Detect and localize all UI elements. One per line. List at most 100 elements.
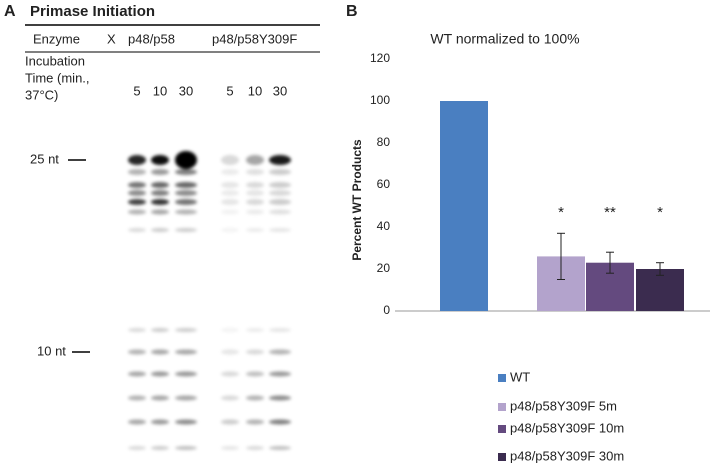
gel-band bbox=[128, 419, 146, 425]
gel-band bbox=[221, 199, 239, 205]
gel-band bbox=[128, 209, 146, 215]
gel-band bbox=[269, 169, 291, 175]
gel-band bbox=[246, 446, 264, 450]
gel-band bbox=[221, 371, 239, 377]
gel-band bbox=[246, 190, 264, 196]
chart-title: WT normalized to 100% bbox=[430, 31, 579, 47]
gel-band bbox=[175, 446, 197, 450]
lane-label: 10 bbox=[248, 83, 262, 98]
y-tick-label: 20 bbox=[377, 261, 391, 275]
gel-band bbox=[128, 446, 146, 450]
gel-band bbox=[128, 349, 146, 355]
gel-band bbox=[175, 190, 197, 196]
lane-label: 5 bbox=[226, 83, 233, 98]
gel-band bbox=[128, 155, 146, 165]
panel-title: Primase Initiation bbox=[30, 3, 155, 20]
gel-band bbox=[151, 190, 169, 196]
significance-label: * bbox=[657, 204, 663, 221]
gel-band bbox=[175, 419, 197, 425]
y-tick-label: 0 bbox=[383, 303, 390, 317]
gel-band bbox=[269, 182, 291, 188]
gel-band bbox=[221, 446, 239, 450]
header-wt: p48/p58 bbox=[128, 31, 175, 46]
gel-band bbox=[246, 228, 264, 232]
panel-label: A bbox=[4, 3, 16, 20]
marker-label: 25 nt bbox=[30, 151, 59, 166]
gel-band bbox=[151, 209, 169, 215]
gel-band bbox=[246, 371, 264, 377]
lane-label: 10 bbox=[153, 83, 167, 98]
header-enzyme: Enzyme bbox=[33, 31, 80, 46]
gel-band bbox=[269, 190, 291, 196]
panel-label: B bbox=[346, 3, 358, 20]
gel-band bbox=[269, 395, 291, 401]
gel-band bbox=[128, 328, 146, 332]
gel-band bbox=[128, 182, 146, 188]
y-tick-label: 80 bbox=[377, 135, 391, 149]
gel-band bbox=[151, 182, 169, 188]
gel-band bbox=[151, 395, 169, 401]
gel-band bbox=[175, 209, 197, 215]
gel-band bbox=[246, 395, 264, 401]
gel-band bbox=[175, 169, 197, 175]
legend-swatch bbox=[498, 453, 506, 461]
gel-band bbox=[128, 395, 146, 401]
gel-band bbox=[269, 228, 291, 232]
gel-band bbox=[151, 349, 169, 355]
bar-chart: B WT normalized to 100% Percent WT Produ… bbox=[346, 3, 710, 463]
legend-swatch bbox=[498, 374, 506, 382]
gel-band bbox=[246, 155, 264, 165]
gel-band bbox=[151, 169, 169, 175]
gel-band bbox=[221, 190, 239, 196]
bar bbox=[636, 269, 684, 311]
gel-band bbox=[246, 349, 264, 355]
gel-band bbox=[269, 349, 291, 355]
gel-band bbox=[175, 371, 197, 377]
gel-band bbox=[151, 155, 169, 165]
gel-band bbox=[175, 228, 197, 232]
incubation-label: 37°C) bbox=[25, 87, 58, 102]
gel-band bbox=[246, 419, 264, 425]
lane-label: 30 bbox=[273, 83, 287, 98]
gel-band bbox=[175, 199, 197, 205]
header-control: X bbox=[107, 31, 116, 46]
lane-label: 30 bbox=[179, 83, 193, 98]
gel-band bbox=[151, 228, 169, 232]
gel-band bbox=[175, 349, 197, 355]
bar bbox=[440, 101, 488, 311]
gel-band bbox=[246, 209, 264, 215]
gel-band bbox=[269, 209, 291, 215]
gel-band bbox=[221, 419, 239, 425]
gel-band bbox=[221, 182, 239, 188]
gel-band bbox=[269, 155, 291, 165]
gel-band bbox=[246, 328, 264, 332]
gel-image bbox=[128, 151, 291, 450]
gel-band bbox=[221, 209, 239, 215]
lane-label: 5 bbox=[133, 83, 140, 98]
gel-band bbox=[221, 328, 239, 332]
significance-label: ** bbox=[604, 204, 616, 221]
gel-band bbox=[246, 199, 264, 205]
incubation-label: Incubation bbox=[25, 53, 85, 68]
gel-band bbox=[269, 371, 291, 377]
legend-label: WT bbox=[510, 369, 530, 384]
gel-band bbox=[151, 419, 169, 425]
significance-label: * bbox=[558, 204, 564, 221]
gel-band bbox=[151, 328, 169, 332]
gel-band bbox=[269, 446, 291, 450]
gel-band bbox=[128, 228, 146, 232]
gel-band bbox=[221, 155, 239, 165]
gel-band bbox=[269, 199, 291, 205]
gel-band bbox=[128, 199, 146, 205]
y-tick-label: 40 bbox=[377, 219, 391, 233]
gel-band bbox=[246, 169, 264, 175]
gel-band bbox=[128, 190, 146, 196]
gel-band bbox=[221, 169, 239, 175]
gel-band bbox=[246, 182, 264, 188]
gel-band bbox=[175, 395, 197, 401]
gel-band bbox=[151, 446, 169, 450]
gel-band bbox=[151, 199, 169, 205]
gel-band bbox=[175, 182, 197, 188]
legend-label: p48/p58Y309F 5m bbox=[510, 398, 617, 413]
